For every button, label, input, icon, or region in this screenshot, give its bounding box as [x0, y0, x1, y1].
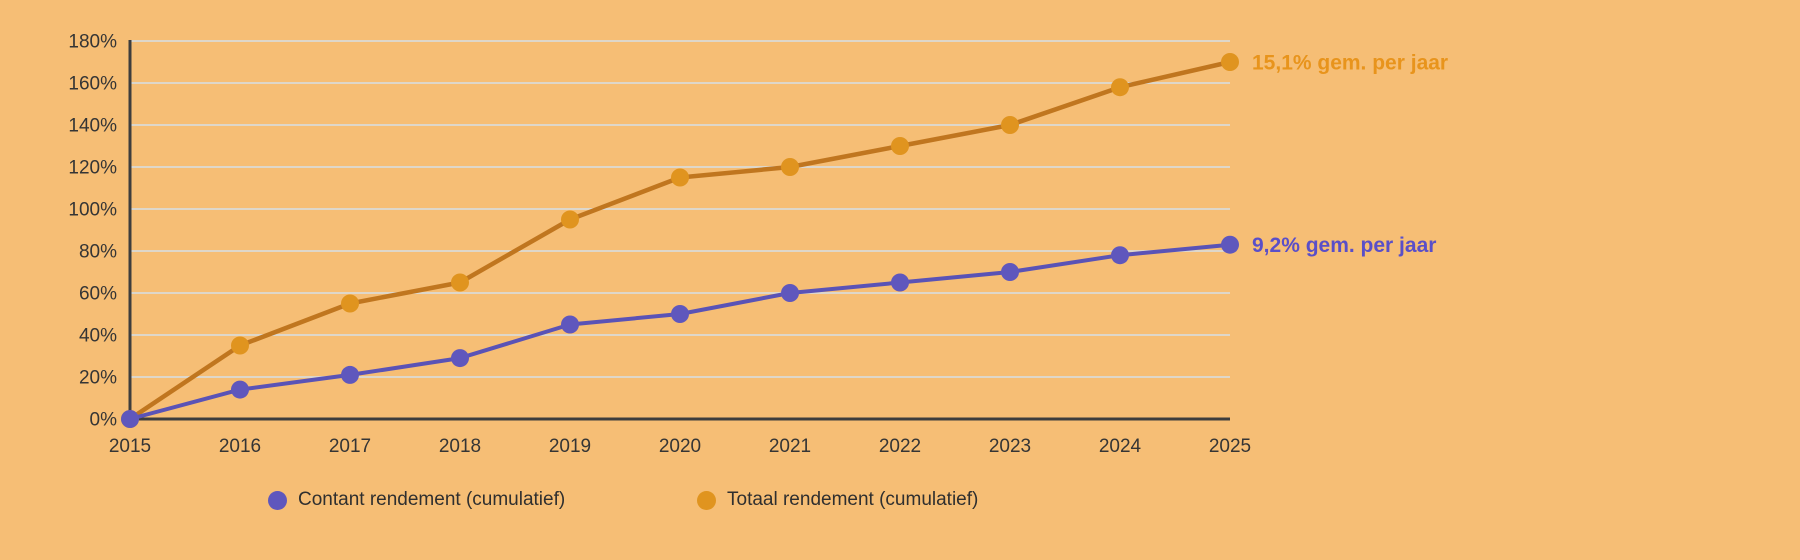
- y-tick-label-120%: 120%: [68, 158, 117, 179]
- y-tick-label-160%: 160%: [68, 74, 117, 95]
- legend-label-contant: Contant rendement (cumulatief): [298, 489, 566, 510]
- x-tick-label-2022: 2022: [879, 436, 921, 457]
- x-tick-label-2019: 2019: [549, 436, 591, 457]
- legend-label-totaal: Totaal rendement (cumulatief): [727, 489, 979, 510]
- data-point-totaal-2024: [1111, 78, 1129, 97]
- x-tick-label-2015: 2015: [109, 436, 151, 457]
- data-point-contant-2016: [231, 380, 249, 399]
- legend-dot-totaal: [697, 490, 716, 510]
- y-tick-label-40%: 40%: [79, 326, 117, 347]
- data-point-contant-2015: [121, 410, 139, 428]
- data-point-contant-2021: [781, 284, 799, 302]
- data-point-contant-2023: [1001, 263, 1019, 281]
- data-point-totaal-2022: [891, 137, 909, 155]
- y-tick-label-60%: 60%: [79, 284, 117, 305]
- x-tick-label-2018: 2018: [439, 436, 481, 457]
- legend-item-totaal: Totaal rendement (cumulatief): [697, 489, 979, 510]
- y-tick-label-80%: 80%: [79, 242, 117, 263]
- annotation-contant: 9,2% gem. per jaar: [1252, 234, 1436, 257]
- data-point-contant-2024: [1111, 246, 1129, 265]
- series-line-totaal: [128, 59, 1231, 421]
- data-point-contant-2018: [451, 349, 469, 368]
- x-tick-label-2024: 2024: [1099, 436, 1142, 457]
- y-tick-label-0%: 0%: [90, 410, 118, 431]
- series-line-contant: [129, 242, 1231, 421]
- y-tick-label-100%: 100%: [68, 200, 117, 221]
- x-tick-label-2023: 2023: [989, 436, 1031, 457]
- data-point-contant-2022: [891, 273, 909, 292]
- data-point-totaal-2025: [1221, 53, 1239, 71]
- data-point-totaal-2017: [341, 294, 359, 313]
- data-point-totaal-2018: [451, 273, 469, 292]
- data-point-totaal-2023: [1001, 116, 1019, 134]
- data-point-contant-2020: [671, 305, 689, 323]
- annotation-totaal: 15,1% gem. per jaar: [1252, 52, 1448, 75]
- x-tick-label-2016: 2016: [219, 436, 261, 457]
- y-tick-label-20%: 20%: [79, 368, 117, 389]
- data-point-totaal-2020: [671, 168, 689, 187]
- y-tick-label-180%: 180%: [68, 32, 117, 53]
- x-tick-label-2025: 2025: [1209, 436, 1251, 457]
- data-point-totaal-2021: [781, 158, 799, 176]
- data-point-totaal-2019: [561, 210, 579, 229]
- legend-dot-contant: [268, 490, 287, 510]
- x-tick-label-2020: 2020: [659, 436, 701, 457]
- data-point-totaal-2016: [231, 336, 249, 355]
- x-tick-label-2021: 2021: [769, 436, 811, 457]
- x-tick-label-2017: 2017: [329, 436, 371, 457]
- y-tick-label-140%: 140%: [68, 116, 117, 137]
- data-point-contant-2019: [561, 315, 579, 334]
- data-point-contant-2017: [341, 365, 359, 384]
- data-point-contant-2025: [1221, 235, 1239, 254]
- legend-item-contant: Contant rendement (cumulatief): [268, 489, 566, 510]
